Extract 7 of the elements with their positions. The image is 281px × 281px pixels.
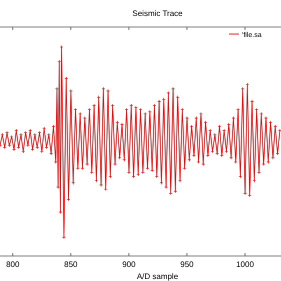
x-tick-label: 900 bbox=[122, 260, 136, 269]
x-tick-label: 950 bbox=[180, 260, 194, 269]
chart-title: Seismic Trace bbox=[132, 9, 184, 18]
x-axis-title: A/D sample bbox=[136, 272, 179, 281]
x-tick-label: 800 bbox=[6, 260, 20, 269]
x-tick-label: 1000 bbox=[236, 260, 254, 269]
x-tick-label: 850 bbox=[64, 260, 78, 269]
